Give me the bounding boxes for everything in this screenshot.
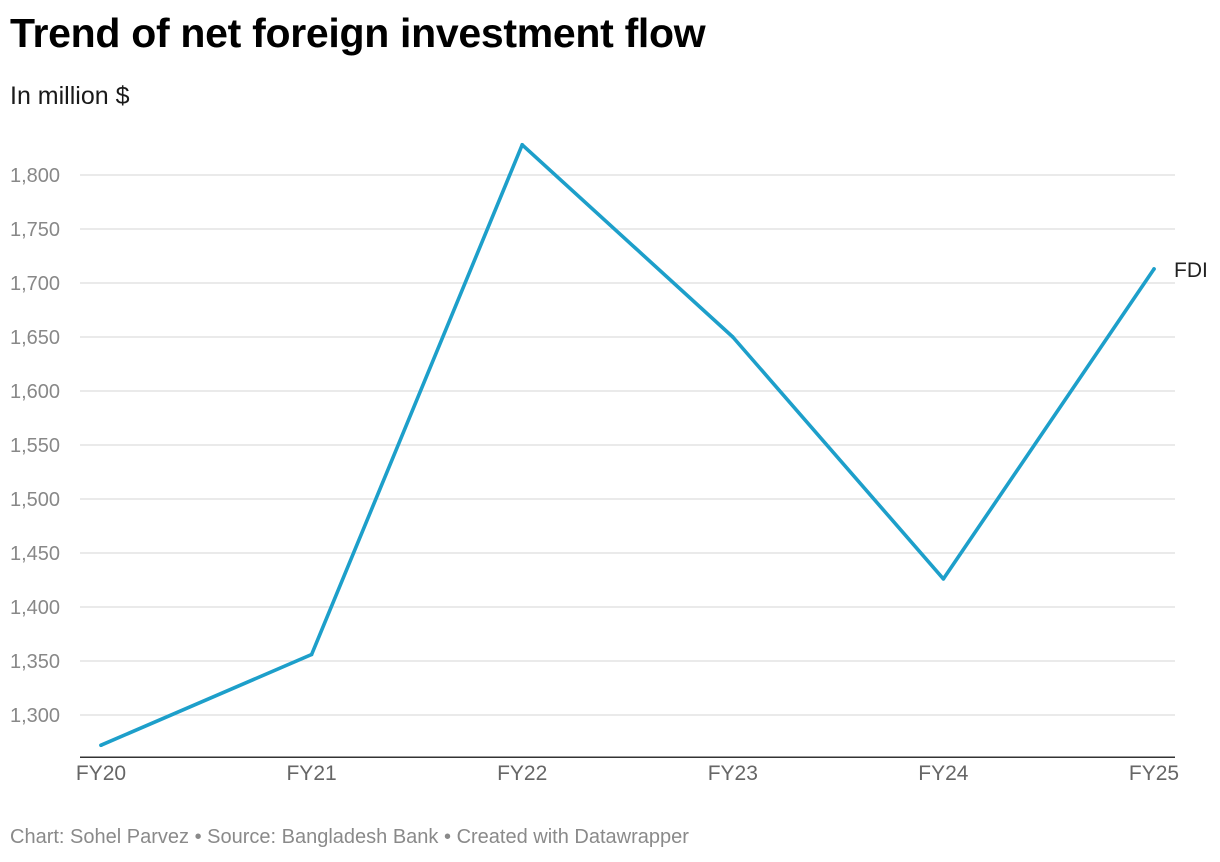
data-point bbox=[941, 577, 946, 581]
x-tick-label: FY24 bbox=[918, 762, 969, 785]
footer-separator: • bbox=[194, 826, 202, 848]
x-tick-label: FY22 bbox=[497, 762, 547, 785]
series-labels: FDI bbox=[1174, 259, 1208, 282]
data-point bbox=[99, 743, 103, 748]
data-point bbox=[309, 652, 314, 657]
data-point bbox=[520, 142, 524, 147]
y-tick-label: 1,450 bbox=[10, 543, 60, 565]
credit-prefix: Chart: bbox=[10, 826, 65, 848]
y-axis-ticks: 1,300 1,350 1,400 1,450 1,500 1,550 1,600 1,650… bbox=[10, 165, 60, 727]
chart-title: Trend of net foreign investment flow bbox=[10, 10, 706, 56]
series-label: FDI bbox=[1174, 259, 1208, 282]
footer-separator: • bbox=[444, 826, 452, 848]
y-tick-label: 1,600 bbox=[10, 381, 60, 403]
source-name: Bangladesh Bank bbox=[281, 826, 439, 848]
y-tick-label: 1,550 bbox=[10, 435, 60, 457]
y-tick-label: 1,350 bbox=[10, 651, 60, 673]
author-name: Sohel Parvez bbox=[70, 826, 189, 848]
chart-subtitle: In million $ bbox=[10, 82, 130, 110]
series-line-fdi bbox=[99, 143, 1156, 748]
x-tick-label: FY23 bbox=[708, 762, 758, 785]
x-axis-ticks: FY20 FY21 FY22 FY23 FY24 FY25 bbox=[76, 762, 1179, 785]
y-tick-label: 1,500 bbox=[10, 489, 60, 511]
source-prefix: Source: bbox=[207, 826, 277, 848]
x-tick-label: FY21 bbox=[286, 762, 336, 785]
x-tick-label: FY20 bbox=[76, 762, 126, 785]
chart-footer: Chart: Sohel Parvez • Source: Bangladesh… bbox=[10, 826, 689, 849]
gridlines bbox=[80, 174, 1175, 716]
y-tick-label: 1,800 bbox=[10, 165, 60, 187]
data-point bbox=[1152, 267, 1156, 271]
y-tick-label: 1,650 bbox=[10, 327, 60, 349]
created-with: Created with Datawrapper bbox=[456, 826, 689, 848]
x-tick-label: FY25 bbox=[1129, 762, 1179, 785]
y-tick-label: 1,750 bbox=[10, 219, 60, 241]
y-tick-label: 1,300 bbox=[10, 705, 60, 727]
y-tick-label: 1,400 bbox=[10, 597, 60, 619]
data-point bbox=[731, 335, 735, 339]
y-tick-label: 1,700 bbox=[10, 273, 60, 295]
series-lines bbox=[99, 142, 1156, 748]
